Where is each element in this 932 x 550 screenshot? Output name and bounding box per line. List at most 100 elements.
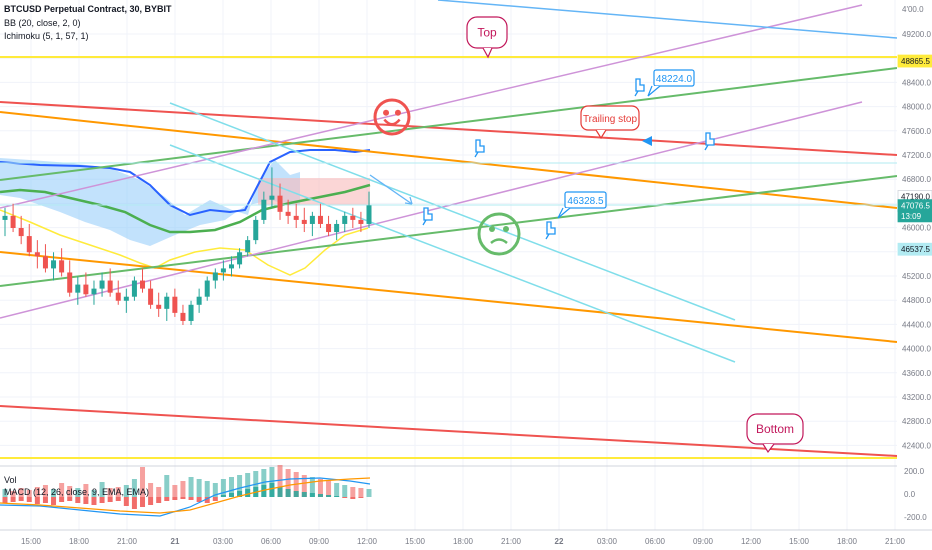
price-tick-label: 46800.0 <box>902 175 931 184</box>
macd-histogram-bar <box>42 497 48 503</box>
candle-body <box>10 215 16 228</box>
volume-bar <box>301 475 307 497</box>
volume-bar <box>196 479 202 497</box>
volume-bar <box>115 487 121 497</box>
callout-text: Trailing stop <box>583 114 638 125</box>
candle <box>196 288 202 313</box>
candle-body <box>51 260 57 269</box>
vol-legend: Vol <box>4 475 17 485</box>
callout-trailing-stop: Trailing stop <box>580 105 640 140</box>
candle <box>301 207 307 233</box>
volume-bar <box>188 477 194 497</box>
time-tick-label: 15:00 <box>789 537 810 546</box>
candle <box>285 199 291 224</box>
callout-box <box>653 69 695 87</box>
price-label-text: 47190.0 <box>901 192 930 201</box>
candle-body <box>18 228 24 237</box>
volume-bar <box>366 489 372 497</box>
volume-bar <box>156 487 162 497</box>
macd-histogram-bar <box>261 485 267 497</box>
macd-histogram-bar <box>334 496 340 497</box>
volume-bar <box>99 482 105 497</box>
cyan-trend-line-lower <box>169 144 736 363</box>
candle-body <box>91 288 97 295</box>
candle-body <box>326 223 332 233</box>
price-tick-partial: 4'00.0 <box>902 5 924 14</box>
macd-histogram-bar <box>91 497 97 505</box>
time-tick-label: 18:00 <box>837 537 858 546</box>
pointing-hand-icon-tail <box>474 151 479 158</box>
pointing-hand-icon <box>704 132 715 151</box>
macd-histogram-bar <box>293 491 299 497</box>
callout-top: Top <box>466 16 508 59</box>
candle-body <box>301 219 307 224</box>
pointing-hand-icon <box>545 221 556 240</box>
pointing-hand-icon-shape <box>635 78 645 92</box>
volume-bar <box>326 481 332 497</box>
callout-bottom: Bottom <box>746 413 804 454</box>
candle-body <box>196 296 202 305</box>
candle-body <box>309 215 315 224</box>
red-trend-line-lower <box>0 405 898 457</box>
time-tick-label: 15:00 <box>21 537 42 546</box>
price-label-bg <box>897 54 932 68</box>
callout-box <box>746 413 804 445</box>
macd-histogram-bar <box>245 489 251 497</box>
macd-histogram-bar <box>18 497 24 501</box>
time-tick-label: 15:00 <box>405 537 426 546</box>
candle <box>350 207 356 228</box>
price-tick-label: 45200.0 <box>902 272 931 281</box>
macd-signal-line <box>0 477 371 514</box>
price-label-text: 13:09 <box>901 212 922 221</box>
pointing-hand-icon <box>634 78 645 97</box>
volume-bar <box>2 489 8 497</box>
candle-body <box>204 280 210 297</box>
candle-body <box>123 296 129 301</box>
candle-body <box>334 223 340 233</box>
candle-body <box>42 256 48 269</box>
pointing-hand-icon-tail <box>704 144 709 151</box>
macd-histogram-bar <box>164 497 170 501</box>
time-tick-label: 06:00 <box>645 537 666 546</box>
green-trend-line-lower <box>0 175 898 287</box>
smiley-icon-mouth <box>383 118 401 126</box>
volume-bar <box>83 484 89 497</box>
candle <box>220 260 226 281</box>
bb-legend: BB (20, close, 2, 0) <box>4 18 81 28</box>
candle-body <box>99 280 105 289</box>
price-tick-label: 44800.0 <box>902 296 931 305</box>
candle <box>51 252 57 281</box>
volume-bar <box>358 488 364 497</box>
candle <box>164 292 170 321</box>
candle <box>180 304 186 325</box>
price-tick-label: 43200.0 <box>902 393 931 402</box>
volume-bar <box>317 479 323 497</box>
candle-body <box>358 219 364 224</box>
volume-bar <box>91 490 97 497</box>
candle-body <box>59 260 65 273</box>
symbol-legend: BTCUSD Perpetual Contract, 30, BYBIT <box>4 4 172 14</box>
volume-bar <box>140 467 146 497</box>
arrow-head <box>404 196 413 205</box>
candle <box>148 280 154 309</box>
candle <box>228 256 234 277</box>
candle-body <box>188 304 194 321</box>
macd-histogram-bar <box>342 497 348 498</box>
volume-bar <box>204 481 210 497</box>
price-tick-label: 42400.0 <box>902 441 931 450</box>
pointing-hand-icon-shape <box>423 207 433 221</box>
candle <box>156 292 162 317</box>
time-tick-label: 03:00 <box>597 537 618 546</box>
orange-trend-line-upper <box>0 111 898 209</box>
price-label-bg <box>897 209 932 223</box>
candle <box>317 203 323 228</box>
candle <box>42 244 48 273</box>
macd-histogram-bar <box>67 497 73 501</box>
candle <box>293 203 299 228</box>
volume-bar <box>67 486 73 497</box>
macd-histogram-bar <box>2 497 8 503</box>
price-axis: 4'00.049200.048800.048400.048000.047600.… <box>897 0 932 530</box>
pointing-hand-icon <box>422 207 433 226</box>
candle-body <box>148 288 154 305</box>
